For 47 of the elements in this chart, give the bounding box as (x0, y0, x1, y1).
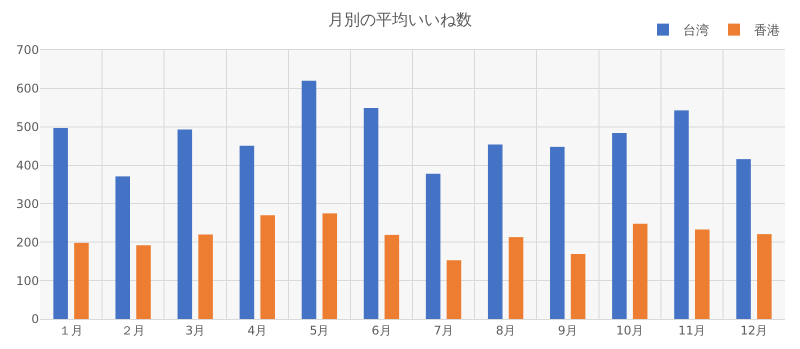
bar (694, 229, 710, 319)
bar (446, 260, 462, 319)
chart-title: 月別の平均いいね数 (328, 10, 472, 30)
legend-label: 台湾 (683, 22, 709, 39)
bar (612, 133, 627, 319)
x-tick-label: ２月 (121, 323, 146, 338)
bar (674, 110, 689, 319)
bar (115, 176, 130, 319)
y-tick-label: 200 (16, 235, 39, 250)
bar (488, 144, 503, 319)
x-tick-label: 8月 (496, 323, 516, 338)
bar (364, 108, 378, 319)
x-tick-label: 7月 (434, 323, 454, 338)
bar (550, 146, 565, 319)
bar (426, 174, 440, 319)
y-tick-label: 300 (16, 196, 39, 211)
bar (570, 254, 586, 319)
bar (632, 224, 648, 319)
x-tick-label: 3月 (185, 323, 206, 338)
x-tick-label: 11月 (678, 323, 706, 338)
bar (322, 213, 338, 319)
x-tick-label: 4月 (247, 323, 268, 338)
bar (508, 237, 524, 319)
y-tick-label: 700 (16, 43, 39, 58)
bar (240, 146, 254, 319)
legend-label: 香港 (754, 24, 780, 39)
bar (53, 128, 68, 319)
y-tick-label: 500 (16, 120, 39, 134)
x-tick-label: 5月 (310, 323, 330, 338)
x-tick-label: 9月 (558, 323, 578, 338)
bar (198, 234, 213, 319)
bar (736, 159, 751, 319)
bar (302, 80, 316, 319)
x-tick-label: 12月 (740, 323, 768, 338)
x-tick-label: 6月 (372, 323, 392, 338)
y-tick-label: 0 (31, 312, 39, 326)
bar (260, 215, 275, 319)
bar (136, 245, 151, 319)
bar (757, 234, 772, 319)
bar (384, 234, 400, 319)
y-tick-label: 400 (16, 158, 39, 172)
x-tick-label: 10月 (616, 323, 644, 338)
y-tick-label: 100 (16, 274, 39, 288)
x-tick-label: １月 (59, 323, 84, 338)
bar (74, 242, 89, 319)
y-tick-label: 600 (16, 82, 39, 96)
bar (178, 130, 192, 319)
